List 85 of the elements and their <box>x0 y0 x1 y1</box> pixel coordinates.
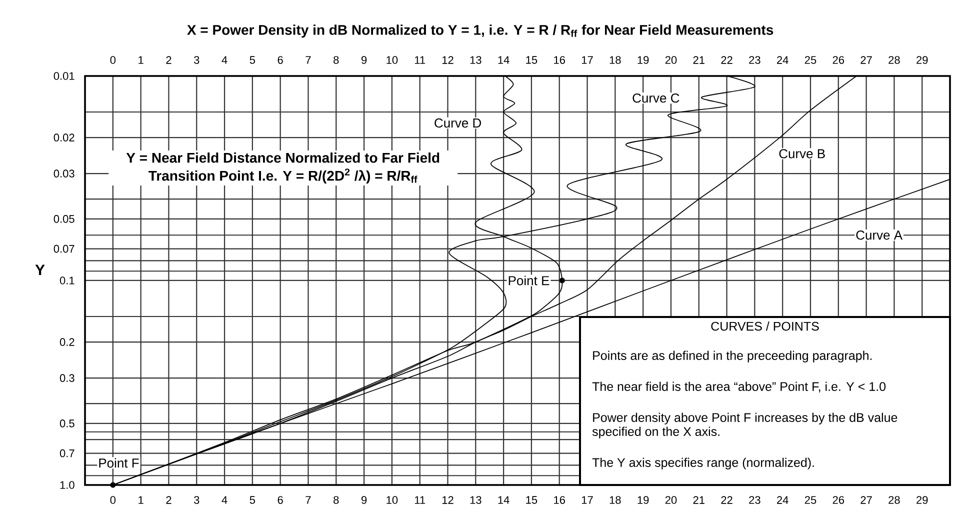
x2-tick-label: 24 <box>777 56 788 64</box>
x-tick-label: 11 <box>414 496 426 504</box>
y-axis-title: Y <box>35 264 45 276</box>
x2-tick-label: 23 <box>749 56 760 64</box>
y-tick-label: 0.7 <box>60 449 74 458</box>
x2-tick-label: 13 <box>470 56 482 64</box>
chart-title: X = Power Density in dB Normalized to Y = 1, i.e. Y = R / R$_{ff}$ for Near Field Measurements <box>187 24 774 38</box>
annotation: Curve B <box>779 149 825 158</box>
y-tick-label: 0.3 <box>60 374 74 382</box>
x-tick-label: 12 <box>442 496 454 504</box>
x-tick-label: 23 <box>749 496 760 504</box>
y-tick-label: 1.0 <box>60 481 74 489</box>
x-tick-label: 3 <box>194 496 200 504</box>
x-tick-label: 16 <box>554 496 565 504</box>
x2-tick-label: 18 <box>610 56 621 64</box>
x2-tick-label: 15 <box>526 56 538 64</box>
x-tick-label: 13 <box>470 496 482 504</box>
x2-tick-label: 25 <box>804 56 816 64</box>
y-tick-label: 0.5 <box>60 420 74 428</box>
text: CURVES / POINTS <box>711 322 819 331</box>
x-tick-label: 22 <box>721 496 732 504</box>
x-tick-label: 5 <box>250 496 256 504</box>
x2-tick-label: 1 <box>138 56 144 64</box>
x-tick-label: 17 <box>582 496 593 504</box>
x2-tick-label: 12 <box>442 56 454 64</box>
x-tick-label: 1 <box>138 496 144 504</box>
annotation: Point E <box>508 276 550 286</box>
x2-tick-label: 5 <box>250 56 256 64</box>
annotation: Y = Near Field Distance Normalized to Far Field Transition Point I.e. Y = R/(2D$^{2}$ /λ) = R/R$_{ff}$ <box>126 152 440 184</box>
x2-tick-label: 6 <box>278 56 283 64</box>
x2-tick-label: 11 <box>414 56 426 64</box>
x-tick-label: 2 <box>166 496 172 504</box>
annotation: The Y axis specifies range (normalized). <box>592 458 814 470</box>
y-tick-label: 0.1 <box>60 276 74 284</box>
x-tick-label: 26 <box>832 496 844 504</box>
x2-tick-label: 17 <box>582 56 593 64</box>
y-tick-label: 0.03 <box>54 170 74 178</box>
annotation: Curve A <box>856 230 902 240</box>
x-tick-label: 15 <box>526 496 538 504</box>
x-tick-label: 14 <box>498 496 510 504</box>
x2-tick-label: 9 <box>362 56 367 64</box>
x2-tick-label: 21 <box>693 56 704 64</box>
x-tick-label: 18 <box>610 496 621 504</box>
annotation: Point F <box>99 458 139 468</box>
x2-tick-label: 28 <box>888 56 900 64</box>
x-tick-label: 0 <box>110 496 116 504</box>
x2-tick-label: 26 <box>832 56 844 64</box>
x-tick-label: 29 <box>916 496 928 504</box>
x-tick-label: 27 <box>860 496 872 504</box>
x2-tick-label: 0 <box>110 56 116 64</box>
x2-tick-label: 16 <box>554 56 565 64</box>
x2-tick-label: 8 <box>334 56 339 64</box>
x-tick-label: 19 <box>638 496 649 504</box>
y-tick-label: 0.05 <box>54 215 74 223</box>
x-tick-label: 6 <box>278 496 283 504</box>
x2-tick-label: 29 <box>916 56 928 64</box>
x-tick-label: 4 <box>222 496 228 504</box>
x-tick-label: 28 <box>888 496 900 504</box>
annotation: Curve D <box>434 118 482 128</box>
annotation: The near field is the area “above” Point F, i.e. Y < 1.0 <box>592 382 886 392</box>
annotation: Points are as defined in the preceeding paragraph. <box>593 350 872 362</box>
annotation: Curve C <box>632 93 680 103</box>
x2-tick-label: 2 <box>166 56 172 64</box>
x-tick-label: 8 <box>334 496 339 504</box>
x-tick-label: 9 <box>362 496 367 504</box>
x-tick-label: 21 <box>693 496 704 504</box>
x-tick-label: 24 <box>777 496 788 504</box>
y-tick-label: 0.01 <box>54 72 74 80</box>
x2-tick-label: 14 <box>498 56 510 64</box>
y-tick-label: 0.2 <box>60 338 74 346</box>
y-tick-label: 0.02 <box>54 134 74 142</box>
y-tick-label: 0.07 <box>54 244 74 253</box>
x2-tick-label: 20 <box>665 56 677 64</box>
x-tick-label: 20 <box>665 496 677 504</box>
x2-tick-label: 27 <box>860 56 872 64</box>
x2-tick-label: 10 <box>386 56 398 64</box>
x2-tick-label: 7 <box>306 56 311 64</box>
x2-tick-label: 19 <box>638 56 649 64</box>
x2-tick-label: 4 <box>222 56 228 64</box>
annotation: Power density above Point F increases by the dB value specified on the X axis. <box>592 412 898 438</box>
x-tick-label: 10 <box>386 496 398 504</box>
x-tick-label: 25 <box>804 496 816 504</box>
x2-tick-label: 3 <box>194 56 200 64</box>
x-tick-label: 7 <box>306 496 311 504</box>
x2-tick-label: 22 <box>721 56 732 64</box>
